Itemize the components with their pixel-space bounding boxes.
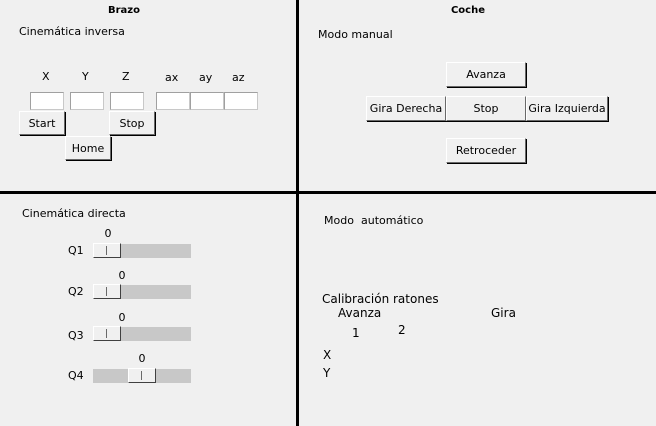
calibracion-label: Calibración ratones [322,292,439,306]
vertical-divider [296,0,299,426]
q1-label: Q1 [68,244,84,257]
label-az: az [232,71,245,84]
q3-slider-thumb[interactable] [93,326,121,341]
ay-input[interactable] [190,92,224,110]
ax-input[interactable] [156,92,190,110]
label-y: Y [82,70,89,83]
automatico-title-automatico: automático [361,214,424,227]
q4-slider-thumb[interactable] [128,368,156,383]
q3-value: 0 [118,311,126,324]
x-row-label: X [323,348,332,362]
q1-slider-thumb[interactable] [93,243,121,258]
auto-gira-label: Gira [491,306,516,320]
label-ax: ax [165,71,179,84]
q4-value: 0 [138,352,146,365]
q4-label: Q4 [68,369,84,382]
home-button[interactable]: Home [65,136,111,160]
retroceder-button[interactable]: Retroceder [446,138,526,163]
inversa-title: Cinemática inversa [19,25,125,38]
automatico-title-modo: Modo [324,214,354,227]
label-x: X [42,70,50,83]
y-input[interactable] [70,92,104,110]
q1-value: 0 [104,227,112,240]
coche-title: Coche [450,5,486,16]
y-row-label: Y [323,366,331,380]
q2-value: 0 [118,269,126,282]
gira-izquierda-button[interactable]: Gira Izquierda [526,96,608,121]
stop-button-brazo[interactable]: Stop [109,111,155,135]
q3-slider[interactable] [93,326,191,341]
auto-avanza-label: Avanza [338,306,382,320]
avanza-button[interactable]: Avanza [446,62,526,87]
col1-label: 1 [352,326,360,340]
col2-label: 2 [398,323,406,337]
manual-title: Modo manual [318,28,393,41]
q2-slider-thumb[interactable] [93,284,121,299]
brazo-title: Brazo [108,5,140,16]
label-z: Z [122,70,130,83]
directa-title: Cinemática directa [22,207,126,220]
gira-derecha-button[interactable]: Gira Derecha [366,96,446,121]
q4-slider[interactable] [93,368,191,383]
q2-slider[interactable] [93,284,191,299]
horizontal-divider [0,191,656,194]
x-input[interactable] [30,92,64,110]
z-input[interactable] [110,92,144,110]
q2-label: Q2 [68,285,84,298]
q3-label: Q3 [68,329,84,342]
label-ay: ay [199,71,213,84]
stop-button-coche[interactable]: Stop [446,96,526,121]
az-input[interactable] [224,92,258,110]
q1-slider[interactable] [93,243,191,258]
start-button[interactable]: Start [19,111,65,135]
